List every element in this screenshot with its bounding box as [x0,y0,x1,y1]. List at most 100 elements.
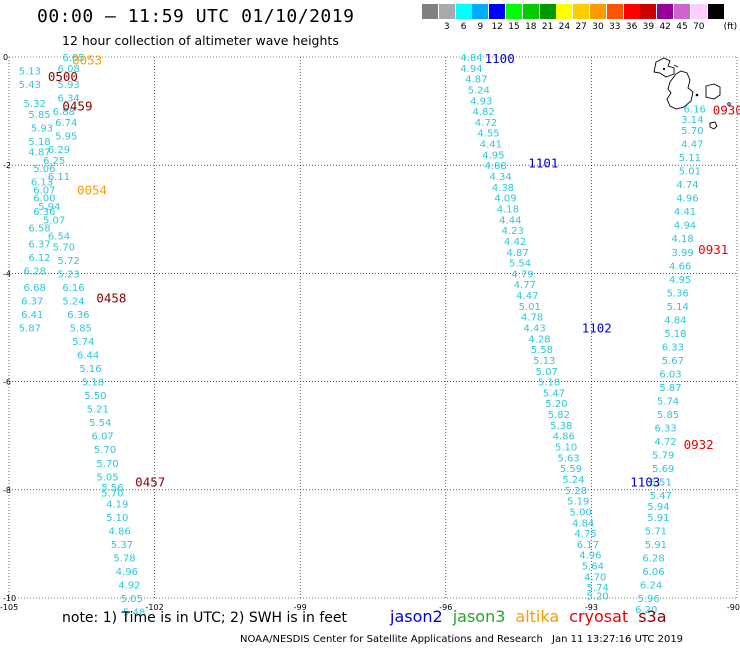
wave-height-point: 5.20 [545,399,567,410]
y-tick-label: -4 [3,269,11,278]
wave-height-point: 5.47 [650,491,672,502]
wave-height-point: 4.41 [480,140,502,151]
wave-height-point: 6.13 [31,177,53,188]
wave-height-point: 6.25 [43,156,65,167]
colorbar-label: 3 [443,22,450,32]
wave-height-point: 6.17 [577,540,599,551]
footer-credit: NOAA/NESDIS Center for Satellite Applica… [240,634,543,645]
galapagos-islet [695,93,699,97]
wave-height-point: 5.24 [62,296,84,307]
wave-height-point: 4.18 [671,234,693,245]
wave-height-point: 5.01 [519,302,541,313]
wave-height-point: 5.36 [667,288,689,299]
wave-height-point: 4.84 [460,53,482,64]
wave-height-point: 3.99 [671,248,693,259]
pass-time-label: 0930 [713,102,740,117]
wave-height-point: 4.18 [497,204,519,215]
wave-height-point: 4.74 [676,180,698,191]
axis-tick-labels: 0 -2 -4 -6 -8 -10-105 -102 -99 -96 -93 -90 [0,53,740,612]
wave-height-point: 4.96 [676,194,698,205]
colorbar-label: 21 [541,22,554,32]
chart-subtitle: 12 hour collection of altimeter wave hei… [62,33,339,48]
pass-time-label: 1101 [528,155,558,170]
colorbar-swatch [690,4,707,19]
wave-height-point: 5.94 [647,502,669,513]
colorbar-label: 12 [491,22,503,32]
wave-height-point: 5.85 [657,410,679,421]
wave-height-point: 6.28 [24,267,46,278]
wave-height-point: 4.84 [572,518,594,529]
wave-height-point: 6.36 [33,207,55,218]
wave-height-point: 5.85 [28,110,50,121]
wave-height-point: 5.96 [638,594,660,605]
wave-height-point: 5.93 [58,80,80,91]
wave-height-point: 5.74 [587,583,609,594]
wave-height-point: 6.68 [24,283,46,294]
galapagos-island-main [666,70,694,110]
pass-time-label: 0459 [62,99,92,114]
wave-height-point: 5.93 [31,123,53,134]
colorbar-label: 70 [693,22,705,32]
wave-height-point: 6.28 [642,553,664,564]
wave-height-point: 6.12 [28,253,50,264]
wave-height-point: 5.91 [647,513,669,524]
wave-height-point: 4.82 [472,107,494,118]
wave-height-point: 6.16 [62,283,84,294]
satellite-legend: jason2 jason3 altika cryosat s3a [390,607,677,626]
colorbar-swatch [657,4,674,19]
wave-height-point: 5.64 [582,562,604,573]
legend-item-altika: altika [515,607,560,626]
colorbar-label: 39 [642,22,655,32]
wave-height-point: 5.72 [58,256,80,267]
colorbar-swatch [422,4,438,19]
wave-height-point: 5.37 [111,540,133,551]
colorbar-swatch [506,4,522,19]
wave-height-point: 5.14 [667,302,689,313]
wave-height-point: 5.07 [536,367,558,378]
wave-height-point: 6.08 [58,64,80,75]
wave-height-point: 4.70 [584,572,606,583]
x-tick-label: -105 [0,603,18,612]
colorbar-label: 27 [575,22,587,32]
y-tick-label: -10 [3,594,16,603]
wave-height-point: 5.07 [43,215,65,226]
wave-height-point: 6.11 [48,172,70,183]
wave-height-point: 4.93 [470,96,492,107]
wave-height-point: 5.95 [55,131,77,142]
colorbar-swatch [539,4,556,19]
colorbar-swatch [455,4,472,19]
wave-height-point: 5.05 [121,594,143,605]
legend-item-s3a: s3a [638,607,667,626]
wave-height-point: 4.72 [475,118,497,129]
colorbar-swatch [590,4,606,19]
wave-height-point: 5.28 [565,486,587,497]
y-tick-label: -6 [3,378,11,387]
wave-height-point: 4.55 [477,129,499,140]
galapagos-island-north [653,57,679,78]
colorbar-swatch [707,4,724,19]
wave-height-point: 5.56 [101,483,123,494]
colorbar-swatch [674,4,690,19]
wave-height-point: 4.78 [521,313,543,324]
footer-timestamp: Jan 11 13:27:16 UTC 2019 [552,634,684,645]
wave-height-point: 5.82 [548,410,570,421]
colorbar-unit: (ft) [723,22,738,32]
wave-height-point: 5.16 [79,364,101,375]
pass-time-label: 1102 [582,321,612,336]
wave-height-point: 4.47 [681,140,703,151]
colorbar-swatch [606,4,623,19]
wave-height-point: 4.92 [118,580,140,591]
x-tick-label: -99 [294,603,307,612]
wave-height-point: 5.50 [84,391,106,402]
wave-height-point: 4.44 [499,215,521,226]
colorbar-label: 15 [508,22,520,32]
wave-height-point: 5.91 [645,540,667,551]
pass-time-label: 0458 [96,291,126,306]
wave-height-point: 6.33 [662,342,684,353]
wave-height-point: 3.14 [681,115,703,126]
wave-height-point: 5.20 [587,591,609,602]
wave-height-point: 5.10 [555,443,577,454]
wave-height-point: 5.59 [560,464,582,475]
legend-item-cryosat: cryosat [569,607,629,626]
